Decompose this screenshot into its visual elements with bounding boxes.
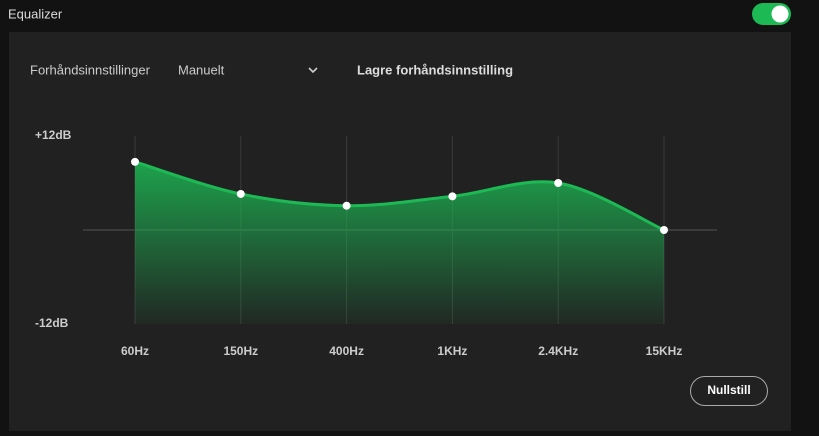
reset-label[interactable]: Nullstill: [707, 383, 750, 397]
reset-button[interactable]: Nullstill: [690, 376, 768, 406]
x-tick-label: 15KHz: [646, 344, 683, 358]
presets-label: Forhåndsinnstillinger: [30, 62, 151, 77]
x-tick-label: 400Hz: [329, 344, 364, 358]
area-fill: [135, 161, 664, 324]
band-handle[interactable]: [554, 179, 563, 187]
band-handle[interactable]: [236, 189, 245, 198]
band-handle[interactable]: [448, 192, 457, 201]
toggle-knob[interactable]: [771, 5, 789, 23]
title: Equalizer: [8, 6, 63, 21]
band-handle[interactable]: [660, 226, 668, 234]
save-preset[interactable]: Lagre forhåndsinnstilling: [357, 62, 513, 77]
toggle[interactable]: [752, 3, 791, 25]
band-handle[interactable]: [342, 201, 351, 210]
eq-curve: [134, 160, 665, 232]
x-tick-label: 150Hz: [223, 344, 258, 358]
x-tick-label: 2.4KHz: [538, 344, 578, 358]
y-tick-label: +12dB: [35, 128, 72, 142]
reset-outline[interactable]: [690, 376, 768, 406]
band-handle[interactable]: [131, 157, 139, 166]
preset-dropdown[interactable]: Manuelt: [178, 62, 225, 77]
x-tick-label: 60Hz: [121, 344, 149, 358]
x-tick-label: 1KHz: [437, 344, 467, 358]
y-tick-label: -12dB: [35, 316, 69, 330]
dropdown-chevron[interactable]: [308, 67, 318, 74]
